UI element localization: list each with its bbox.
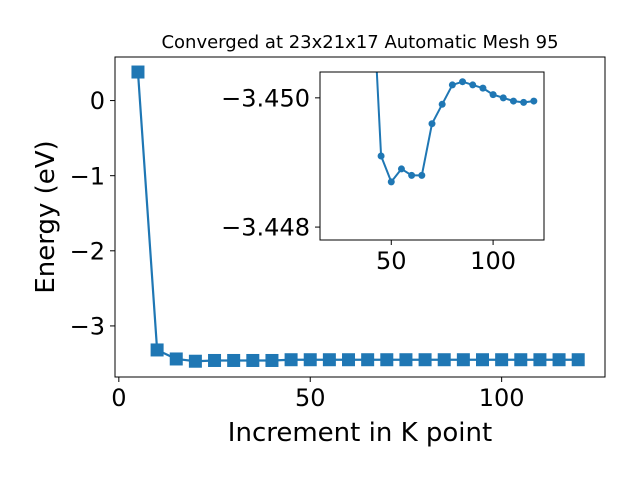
main-data-point bbox=[552, 353, 566, 367]
main-data-point bbox=[322, 353, 336, 367]
main-plot-frame bbox=[114, 56, 606, 378]
main-data-point bbox=[169, 352, 183, 366]
main-x-tick-label: 50 bbox=[295, 384, 326, 412]
main-data-point bbox=[361, 353, 375, 367]
main-data-point bbox=[380, 353, 394, 367]
y-axis-label: Energy (eV) bbox=[31, 140, 61, 293]
main-data-point bbox=[150, 343, 164, 357]
inset-plot: 50 100 −3.450 −3.448 bbox=[221, 71, 545, 275]
inset-data-point bbox=[377, 152, 385, 160]
main-data-point bbox=[208, 353, 222, 367]
main-y-tick-label: −2 bbox=[70, 237, 105, 265]
main-x-tick-label: 0 bbox=[111, 384, 126, 412]
inset-y-tick-label: −3.448 bbox=[221, 214, 310, 242]
main-data-point bbox=[456, 353, 470, 367]
main-y-ticks: 0 −1 −2 −3 bbox=[70, 87, 115, 341]
inset-data-point bbox=[469, 81, 477, 89]
main-x-ticks: 0 50 100 bbox=[111, 377, 525, 412]
inset-data-point bbox=[387, 178, 395, 186]
inset-x-tick-label: 50 bbox=[376, 247, 407, 275]
inset-y-tick-label: −3.450 bbox=[221, 84, 310, 112]
main-data-point bbox=[246, 353, 260, 367]
main-data-point bbox=[227, 353, 241, 367]
main-data-point bbox=[131, 65, 145, 79]
main-y-tick-label: −1 bbox=[70, 162, 105, 190]
main-data-point bbox=[476, 353, 489, 367]
x-axis-label: Increment in K point bbox=[228, 418, 492, 448]
chart-title: Converged at 23x21x17 Automatic Mesh 95 bbox=[161, 32, 558, 53]
main-data-point bbox=[418, 353, 432, 367]
inset-plot-frame bbox=[319, 71, 545, 241]
main-y-tick-label: 0 bbox=[90, 87, 105, 115]
main-data-point bbox=[265, 353, 279, 367]
inset-data-point bbox=[509, 97, 517, 105]
main-data-point bbox=[495, 353, 509, 367]
inset-plot-area bbox=[320, 72, 544, 240]
main-data-point bbox=[399, 353, 413, 367]
inset-data-point bbox=[499, 94, 507, 102]
inset-data-point bbox=[459, 78, 467, 86]
main-x-tick-label: 100 bbox=[479, 384, 525, 412]
inset-data-point bbox=[408, 171, 416, 179]
inset-data-point bbox=[448, 81, 456, 89]
inset-data-point bbox=[530, 97, 538, 105]
inset-y-ticks: −3.450 −3.448 bbox=[221, 84, 320, 242]
main-data-point bbox=[571, 353, 585, 367]
inset-data-point bbox=[438, 100, 446, 108]
inset-data-point bbox=[418, 171, 426, 179]
main-data-point bbox=[303, 353, 317, 367]
main-data-point bbox=[514, 353, 528, 367]
main-data-point bbox=[188, 354, 202, 368]
inset-data-point bbox=[479, 84, 487, 92]
main-series bbox=[131, 65, 585, 368]
inset-data-point bbox=[489, 91, 497, 99]
inset-data-point bbox=[428, 120, 436, 128]
inset-x-ticks: 50 100 bbox=[376, 240, 516, 275]
inset-data-point bbox=[520, 98, 528, 106]
inset-x-tick-label: 100 bbox=[470, 247, 516, 275]
inset-series bbox=[375, 72, 538, 186]
main-data-point bbox=[533, 353, 547, 367]
main-data-point bbox=[437, 353, 451, 367]
main-data-point bbox=[284, 353, 298, 367]
main-y-tick-label: −3 bbox=[70, 313, 105, 341]
inset-data-point bbox=[397, 165, 405, 173]
main-data-point bbox=[342, 353, 356, 367]
